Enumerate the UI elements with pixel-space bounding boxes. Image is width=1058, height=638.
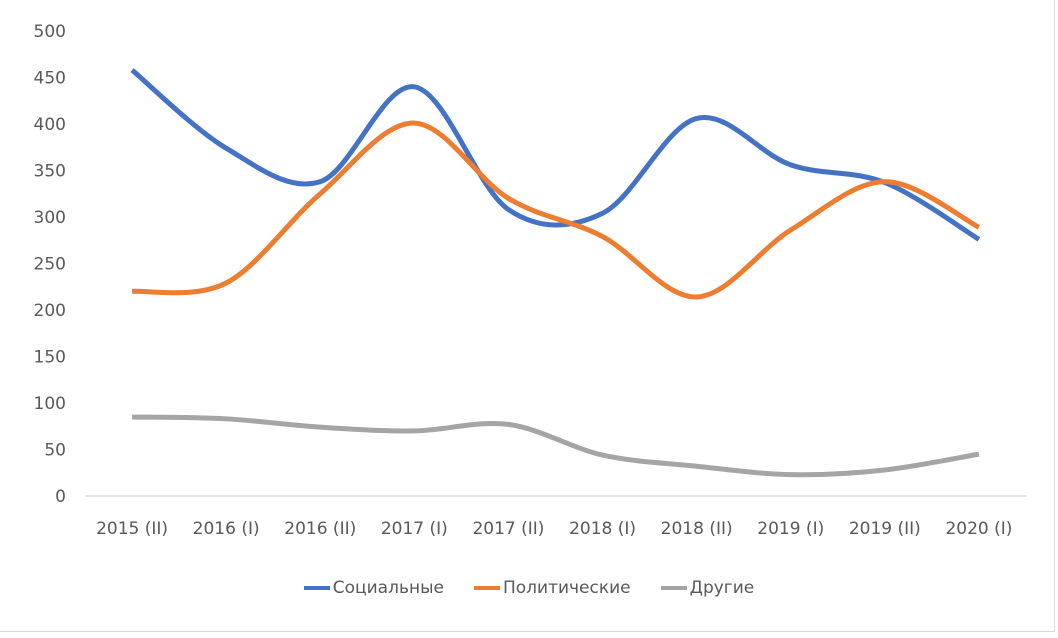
y-tick-label: 150 [34, 348, 66, 368]
legend-item-other[interactable]: Другие [660, 578, 755, 598]
x-tick-label: 2016 (II) [284, 519, 356, 539]
y-tick-label: 400 [34, 115, 66, 135]
y-tick-label: 500 [34, 22, 66, 42]
x-tick-label: 2019 (I) [757, 519, 824, 539]
legend: Социальные Политические Другие [0, 578, 1058, 598]
legend-swatch-social [303, 586, 330, 590]
legend-swatch-other [660, 586, 687, 590]
y-tick-label: 200 [34, 301, 66, 321]
legend-item-social[interactable]: Социальные [303, 578, 444, 598]
y-tick-label: 250 [34, 255, 66, 275]
x-tick-label: 2016 (I) [193, 519, 260, 539]
y-tick-label: 450 [34, 69, 66, 89]
y-tick-label: 100 [34, 394, 66, 414]
series-line-other [132, 414, 980, 478]
y-tick-label: 0 [55, 487, 66, 507]
line-chart-plot: 0 50 100 150 200 250 300 350 400 450 500 2015 (II)… [34, 22, 1026, 539]
x-tick-label: 2017 (II) [472, 519, 544, 539]
y-tick-label: 350 [34, 162, 66, 182]
legend-label: Политические [502, 578, 631, 598]
x-tick-label: 2020 (I) [945, 519, 1012, 539]
x-tick-label: 2015 (II) [96, 519, 168, 539]
y-tick-label: 300 [34, 208, 66, 228]
series-line-social [130, 68, 981, 242]
y-tick-label: 50 [44, 441, 66, 461]
x-tick-label: 2019 (II) [849, 519, 921, 539]
legend-label: Другие [689, 578, 755, 598]
y-axis-ticks: 0 50 100 150 200 250 300 350 400 450 500 [34, 22, 66, 507]
x-axis-ticks: 2015 (II) 2016 (I) 2016 (II) 2017 (I) 2017 (… [96, 519, 1012, 539]
legend-item-political[interactable]: Политические [473, 578, 631, 598]
x-tick-label: 2018 (I) [569, 519, 636, 539]
legend-swatch-political [473, 586, 500, 590]
x-tick-label: 2017 (I) [381, 519, 448, 539]
series-line-political [131, 120, 981, 300]
series-lines [130, 68, 981, 478]
x-tick-label: 2018 (II) [661, 519, 733, 539]
legend-label: Социальные [332, 578, 444, 598]
